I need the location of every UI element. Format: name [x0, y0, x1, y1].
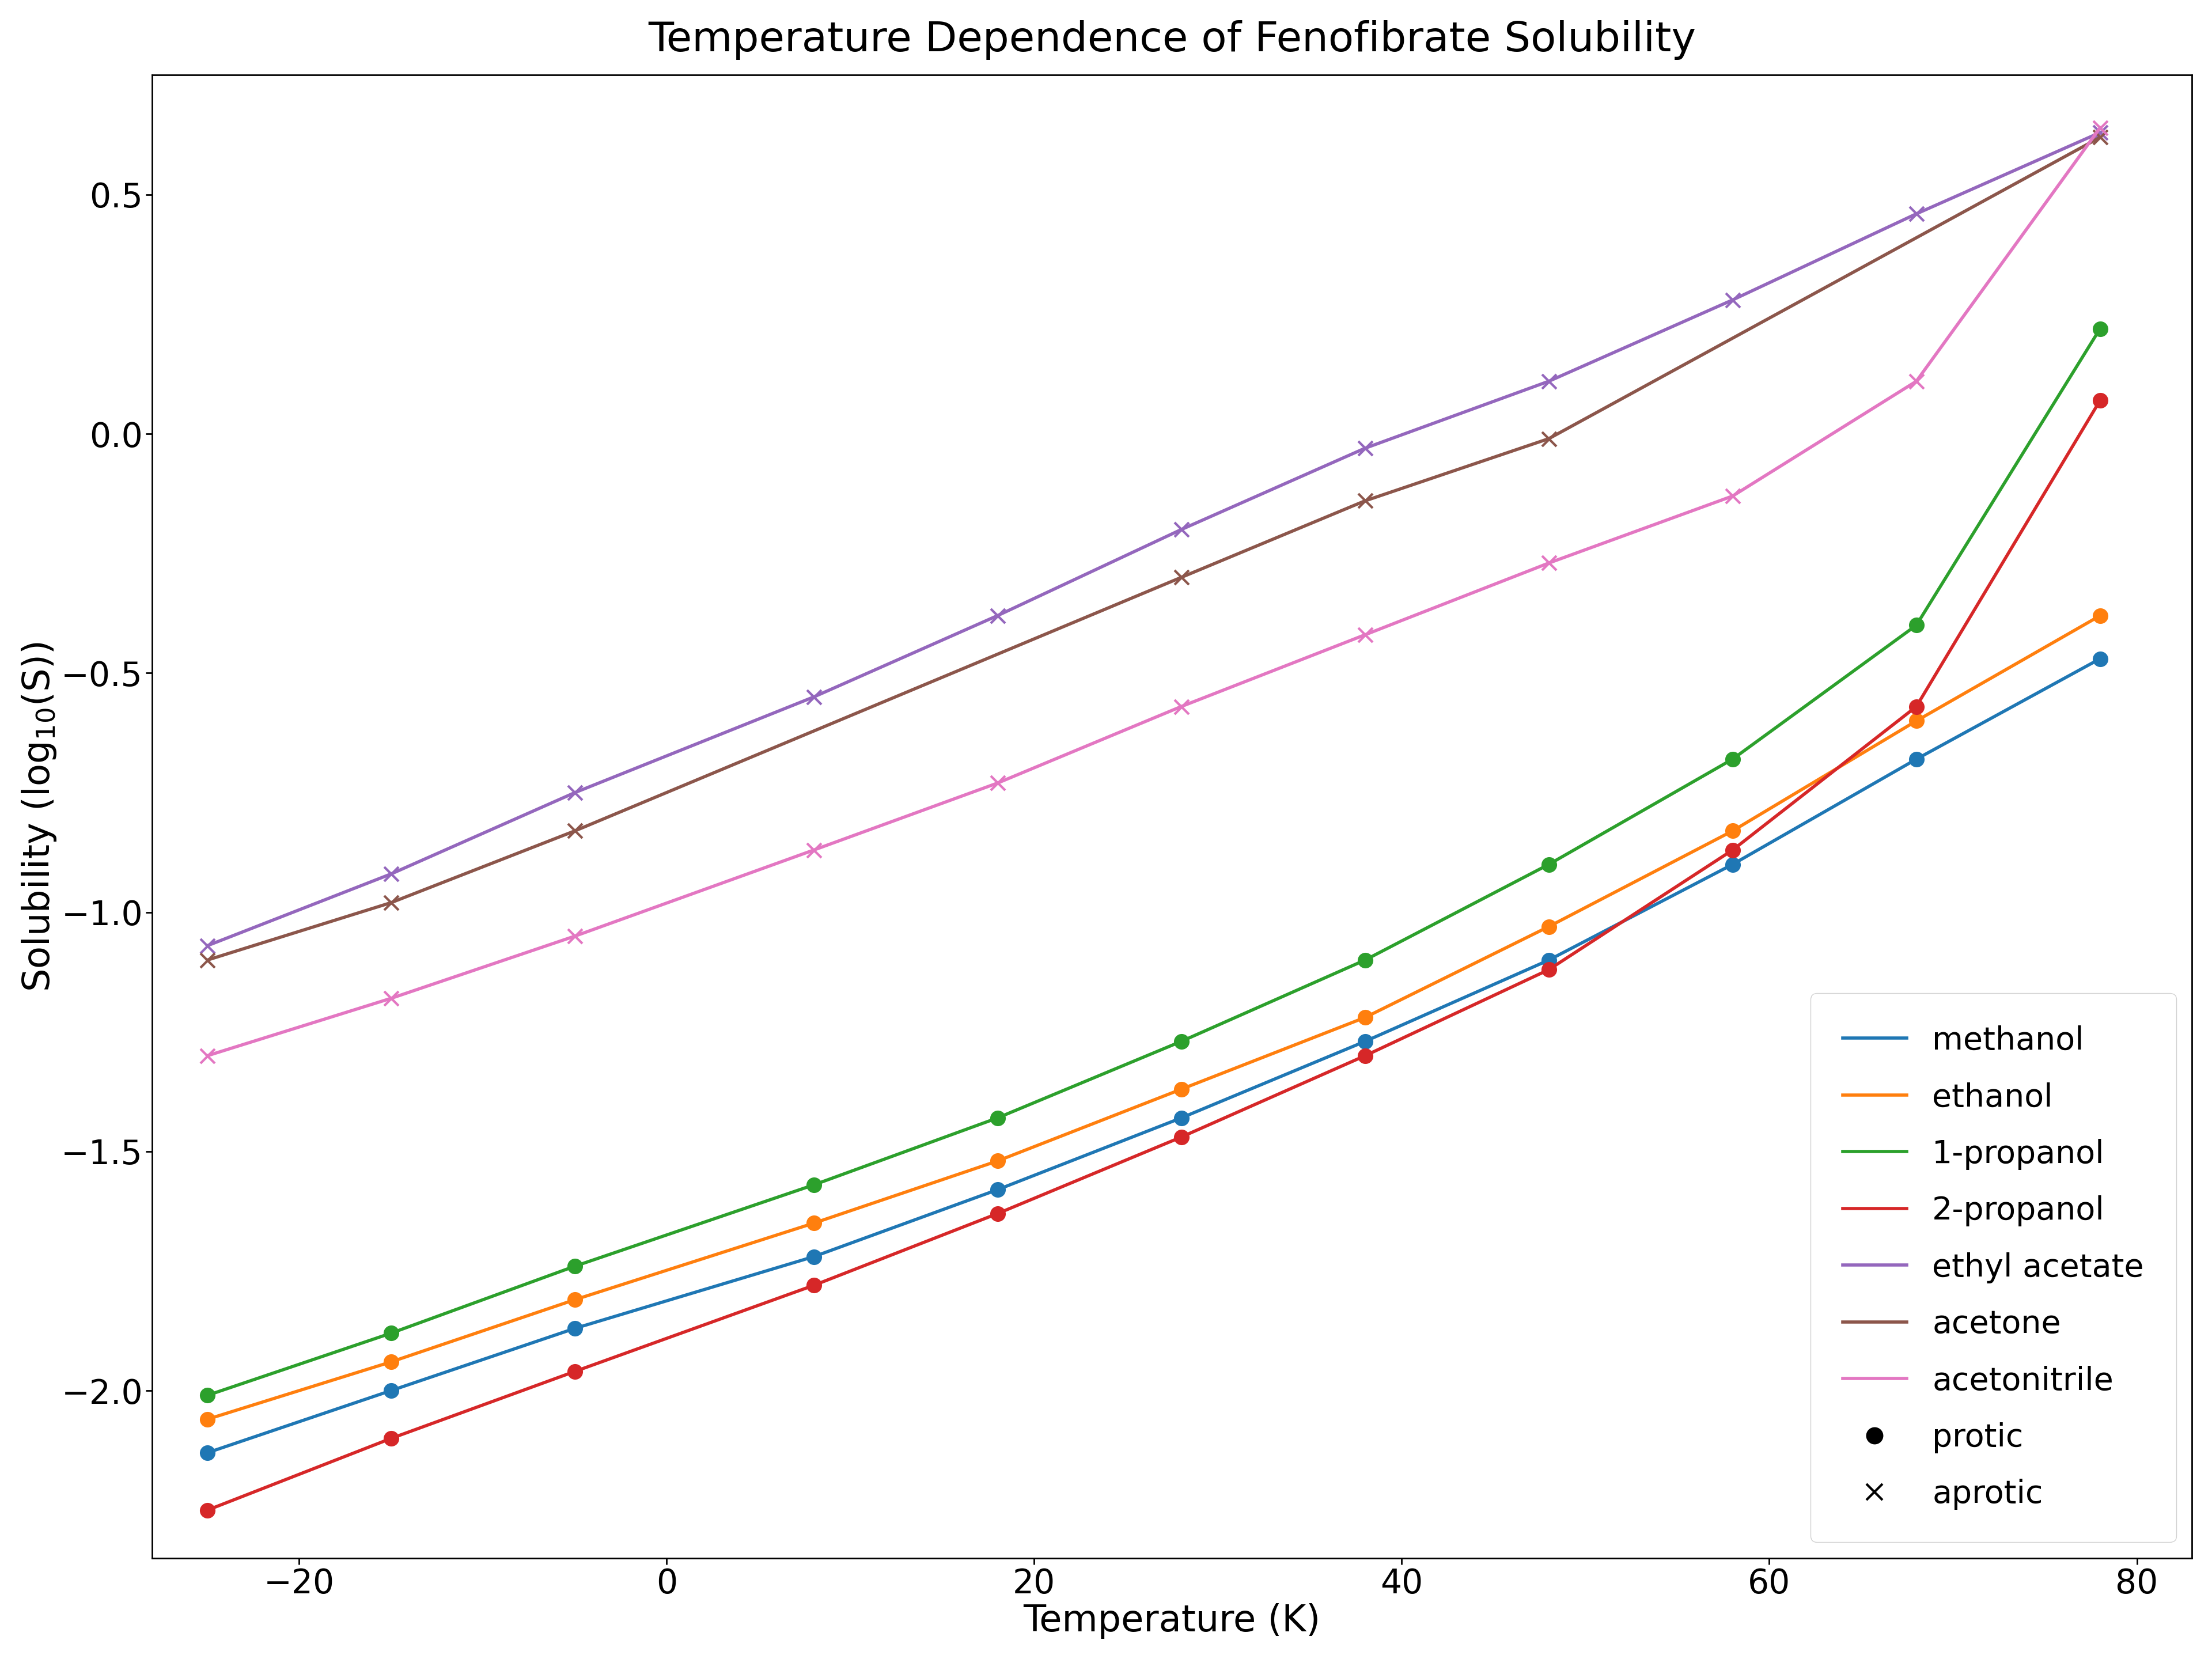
Title: Temperature Dependence of Fenofibrate Solubility: Temperature Dependence of Fenofibrate So…: [648, 20, 1697, 60]
Y-axis label: Solubility (log$_{10}$(S)): Solubility (log$_{10}$(S)): [20, 642, 58, 992]
X-axis label: Temperature (K): Temperature (K): [1024, 1603, 1321, 1639]
Legend: methanol, ethanol, 1-propanol, 2-propanol, ethyl acetate, acetone, acetonitrile,: methanol, ethanol, 1-propanol, 2-propano…: [1812, 994, 2177, 1543]
